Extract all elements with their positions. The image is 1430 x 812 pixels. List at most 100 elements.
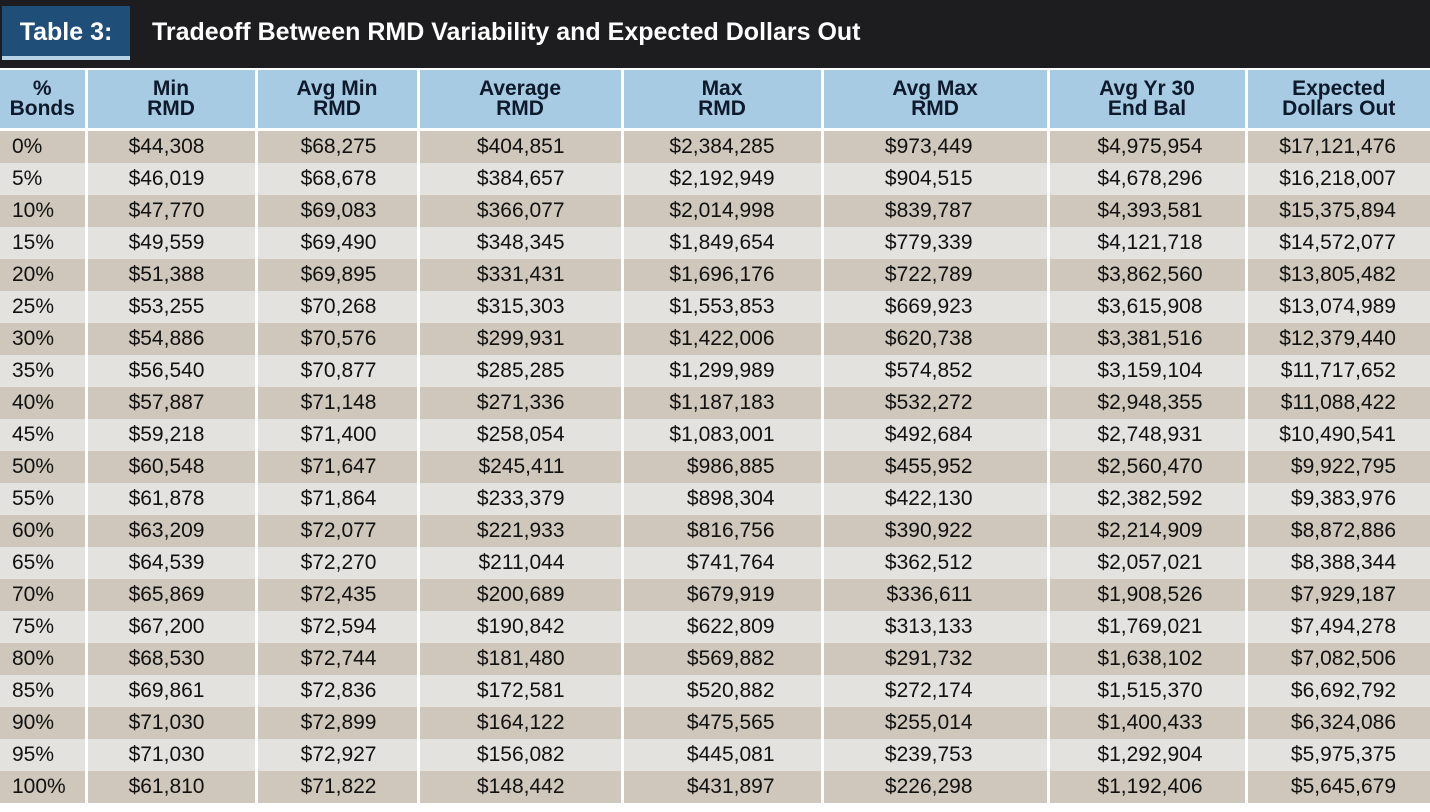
value-cell: $336,611 (822, 579, 1048, 611)
value-cell: $69,861 (86, 675, 256, 707)
bond-percent-cell: 10% (0, 195, 86, 227)
value-cell: $239,753 (822, 739, 1048, 771)
value-cell: $70,877 (256, 355, 418, 387)
value-cell: $315,303 (418, 291, 622, 323)
value-cell: $16,218,007 (1246, 163, 1430, 195)
value-cell: $1,908,526 (1048, 579, 1246, 611)
value-cell: $70,576 (256, 323, 418, 355)
value-cell: $72,744 (256, 643, 418, 675)
bond-percent-cell: 5% (0, 163, 86, 195)
table-row: 50% $60,548 $71,647 $245,411 $986,885 $455,95… (0, 451, 1430, 483)
value-cell: $2,384,285 (622, 130, 822, 164)
value-cell: $475,565 (622, 707, 822, 739)
table-row: 55% $61,878 $71,864 $233,379 $898,304 $422,13… (0, 483, 1430, 515)
value-cell: $569,882 (622, 643, 822, 675)
value-cell: $272,174 (822, 675, 1048, 707)
value-cell: $4,678,296 (1048, 163, 1246, 195)
value-cell: $2,948,355 (1048, 387, 1246, 419)
value-cell: $233,379 (418, 483, 622, 515)
value-cell: $1,299,989 (622, 355, 822, 387)
value-cell: $904,515 (822, 163, 1048, 195)
value-cell: $1,187,183 (622, 387, 822, 419)
value-cell: $72,899 (256, 707, 418, 739)
value-cell: $70,268 (256, 291, 418, 323)
value-cell: $181,480 (418, 643, 622, 675)
value-cell: $245,411 (418, 451, 622, 483)
value-cell: $71,030 (86, 707, 256, 739)
value-cell: $72,077 (256, 515, 418, 547)
value-cell: $69,490 (256, 227, 418, 259)
value-cell: $5,645,679 (1246, 771, 1430, 803)
value-cell: $68,678 (256, 163, 418, 195)
table-row: 95% $71,030 $72,927 $156,082 $445,081 $239,75… (0, 739, 1430, 771)
bond-percent-cell: 90% (0, 707, 86, 739)
bond-percent-cell: 65% (0, 547, 86, 579)
value-cell: $172,581 (418, 675, 622, 707)
value-cell: $56,540 (86, 355, 256, 387)
value-cell: $2,057,021 (1048, 547, 1246, 579)
title-bar: Table 3: Tradeoff Between RMD Variabilit… (0, 0, 1430, 68)
bond-percent-cell: 0% (0, 130, 86, 164)
value-cell: $1,400,433 (1048, 707, 1246, 739)
table-row: 80% $68,530 $72,744 $181,480 $569,882 $291,73… (0, 643, 1430, 675)
bond-percent-cell: 75% (0, 611, 86, 643)
value-cell: $71,647 (256, 451, 418, 483)
value-cell: $422,130 (822, 483, 1048, 515)
bond-percent-cell: 60% (0, 515, 86, 547)
value-cell: $741,764 (622, 547, 822, 579)
bond-percent-cell: 15% (0, 227, 86, 259)
value-cell: $291,732 (822, 643, 1048, 675)
column-header-line: RMD (496, 97, 544, 120)
value-cell: $64,539 (86, 547, 256, 579)
column-header: Min RMD (86, 70, 256, 130)
value-cell: $11,717,652 (1246, 355, 1430, 387)
value-cell: $492,684 (822, 419, 1048, 451)
value-cell: $404,851 (418, 130, 622, 164)
value-cell: $46,019 (86, 163, 256, 195)
value-cell: $3,381,516 (1048, 323, 1246, 355)
value-cell: $15,375,894 (1246, 195, 1430, 227)
value-cell: $4,121,718 (1048, 227, 1246, 259)
value-cell: $200,689 (418, 579, 622, 611)
value-cell: $2,214,909 (1048, 515, 1246, 547)
value-cell: $1,696,176 (622, 259, 822, 291)
table-row: 40% $57,887 $71,148 $271,336 $1,187,183 $532,… (0, 387, 1430, 419)
value-cell: $2,014,998 (622, 195, 822, 227)
bond-percent-cell: 100% (0, 771, 86, 803)
column-header-line: Bonds (10, 97, 75, 120)
value-cell: $71,864 (256, 483, 418, 515)
value-cell: $44,308 (86, 130, 256, 164)
value-cell: $10,490,541 (1246, 419, 1430, 451)
table-row: 15% $49,559 $69,490 $348,345 $1,849,654 $779,… (0, 227, 1430, 259)
value-cell: $1,638,102 (1048, 643, 1246, 675)
table-row: 20% $51,388 $69,895 $331,431 $1,696,176 $722,… (0, 259, 1430, 291)
table-body: 0% $44,308 $68,275 $404,851 $2,384,285 $973,4… (0, 130, 1430, 804)
value-cell: $49,559 (86, 227, 256, 259)
value-cell: $63,209 (86, 515, 256, 547)
value-cell: $69,895 (256, 259, 418, 291)
value-cell: $299,931 (418, 323, 622, 355)
value-cell: $574,852 (822, 355, 1048, 387)
value-cell: $9,383,976 (1246, 483, 1430, 515)
bond-percent-cell: 55% (0, 483, 86, 515)
bond-percent-cell: 50% (0, 451, 86, 483)
value-cell: $59,218 (86, 419, 256, 451)
value-cell: $3,159,104 (1048, 355, 1246, 387)
value-cell: $5,975,375 (1246, 739, 1430, 771)
value-cell: $2,748,931 (1048, 419, 1246, 451)
bond-percent-cell: 35% (0, 355, 86, 387)
bond-percent-cell: 85% (0, 675, 86, 707)
bond-percent-cell: 80% (0, 643, 86, 675)
column-header: Max RMD (622, 70, 822, 130)
value-cell: $67,200 (86, 611, 256, 643)
value-cell: $13,805,482 (1246, 259, 1430, 291)
value-cell: $72,270 (256, 547, 418, 579)
column-header-line: RMD (698, 97, 746, 120)
value-cell: $71,822 (256, 771, 418, 803)
value-cell: $1,083,001 (622, 419, 822, 451)
table-title: Tradeoff Between RMD Variability and Exp… (152, 6, 861, 58)
value-cell: $2,382,592 (1048, 483, 1246, 515)
value-cell: $2,192,949 (622, 163, 822, 195)
value-cell: $71,030 (86, 739, 256, 771)
table-row: 30% $54,886 $70,576 $299,931 $1,422,006 $620,… (0, 323, 1430, 355)
